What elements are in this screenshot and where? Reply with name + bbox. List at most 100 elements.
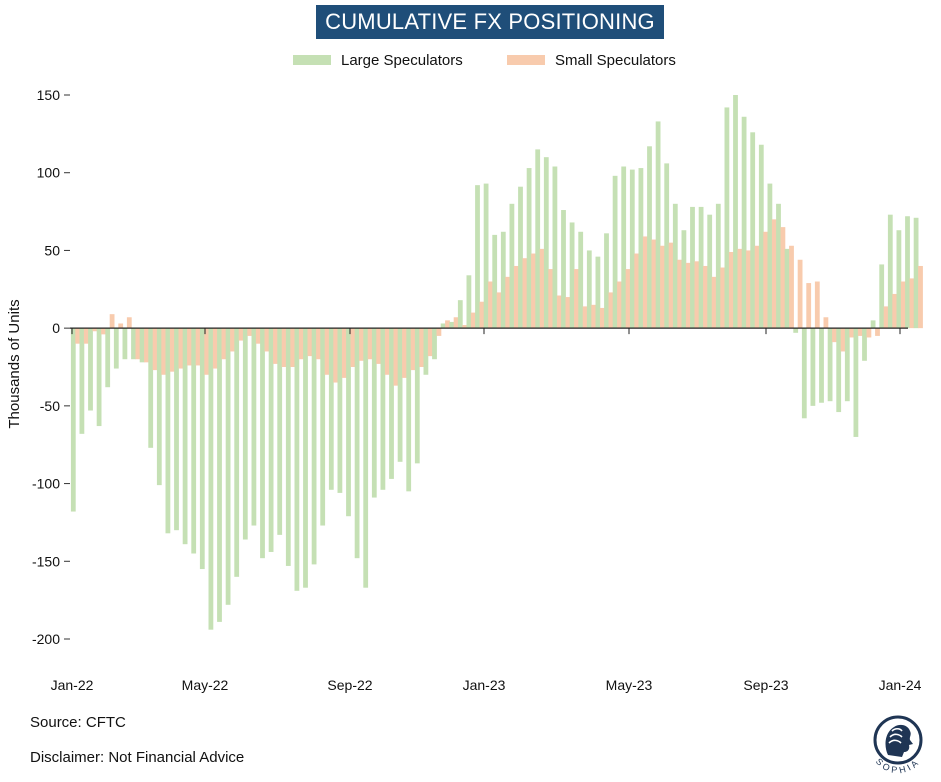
bar-small-speculators	[445, 320, 450, 329]
bar-small-speculators	[101, 328, 106, 335]
bar-large-speculators	[268, 328, 274, 552]
bar-small-speculators	[849, 328, 855, 338]
y-tick-label: 150	[37, 87, 61, 103]
bar-small-speculators	[617, 281, 622, 329]
bar-small-speculators	[857, 328, 863, 336]
bar-small-speculators	[316, 328, 321, 360]
sophia-head-logo-icon: SOPHIA	[873, 715, 923, 775]
bar-small-speculators	[195, 328, 201, 366]
bar-small-speculators	[281, 328, 287, 367]
bar-small-speculators	[642, 236, 648, 329]
bar-large-speculators	[208, 328, 214, 630]
bar-large-speculators	[242, 328, 248, 540]
bar-large-speculators	[483, 183, 489, 329]
bar-large-speculators	[862, 328, 867, 361]
bar-small-speculators	[187, 328, 192, 366]
legend-swatch-large	[293, 55, 331, 65]
bar-small-speculators	[118, 323, 124, 329]
bar-small-speculators	[780, 227, 786, 329]
bar-large-speculators	[896, 230, 902, 329]
bar-small-speculators	[677, 259, 683, 329]
bar-small-speculators	[479, 301, 485, 329]
x-tick-label: Jan-23	[463, 677, 506, 693]
bar-small-speculators	[152, 328, 158, 371]
bar-large-speculators	[844, 328, 850, 402]
bar-small-speculators	[75, 328, 81, 344]
bar-large-speculators	[819, 328, 824, 403]
bar-large-speculators	[466, 275, 472, 329]
bar-small-speculators	[359, 328, 364, 361]
bar-large-speculators	[664, 163, 670, 329]
bar-large-speculators	[672, 203, 678, 329]
bar-small-speculators	[367, 328, 373, 360]
bar-large-speculators	[389, 328, 394, 479]
x-tick-label: Sep-23	[743, 677, 788, 693]
bar-large-speculators	[586, 250, 592, 329]
bar-large-speculators	[217, 328, 222, 622]
bar-large-speculators	[260, 328, 265, 559]
bar-small-speculators	[909, 278, 915, 329]
bar-large-speculators	[879, 264, 885, 329]
bar-large-speculators	[724, 107, 730, 329]
bar-small-speculators	[419, 328, 425, 367]
bar-large-speculators	[285, 328, 291, 566]
bar-large-speculators	[776, 203, 781, 329]
bar-small-speculators	[513, 265, 519, 329]
bar-small-speculators	[823, 317, 829, 329]
x-tick-label: Jan-22	[51, 677, 94, 693]
y-tick-label: 100	[37, 165, 61, 181]
bar-large-speculators	[457, 300, 463, 329]
bar-small-speculators	[754, 245, 760, 329]
bar-large-speculators	[629, 169, 635, 329]
bar-large-speculators	[475, 185, 480, 329]
bar-large-speculators	[733, 95, 738, 329]
bar-large-speculators	[191, 328, 197, 554]
bar-large-speculators	[423, 328, 429, 375]
bar-small-speculators	[789, 245, 794, 329]
x-tick-label: May-23	[606, 677, 653, 693]
bar-small-speculators	[814, 281, 820, 329]
bar-small-speculators	[763, 231, 769, 329]
bar-small-speculators	[582, 306, 588, 329]
legend-item-large-speculators: Large Speculators	[293, 50, 463, 70]
bar-large-speculators	[784, 248, 790, 329]
bar-small-speculators	[651, 239, 657, 329]
bar-large-speculators	[234, 328, 240, 577]
bar-small-speculators	[531, 253, 536, 329]
bar-small-speculators	[660, 245, 665, 329]
x-tick-label: May-22	[182, 677, 229, 693]
bar-small-speculators	[324, 328, 330, 375]
bar-small-speculators	[92, 328, 98, 332]
bar-large-speculators	[406, 328, 412, 492]
bar-small-speculators	[608, 292, 614, 329]
bar-small-speculators	[212, 328, 218, 369]
bar-large-speculators	[294, 328, 300, 591]
legend-label-small: Small Speculators	[555, 51, 676, 69]
bar-large-speculators	[543, 157, 549, 329]
bar-large-speculators	[647, 146, 652, 329]
bar-small-speculators	[427, 328, 433, 357]
bar-small-speculators	[840, 328, 846, 352]
bar-large-speculators	[595, 256, 601, 329]
bar-large-speculators	[79, 328, 85, 434]
bar-small-speculators	[522, 258, 528, 329]
bar-small-speculators	[161, 328, 167, 375]
bar-large-speculators	[681, 230, 687, 329]
bar-large-speculators	[741, 116, 747, 329]
bar-large-speculators	[827, 328, 833, 402]
bar-large-speculators	[905, 216, 910, 329]
bar-large-speculators	[432, 328, 437, 360]
bar-large-speculators	[449, 321, 455, 329]
bar-small-speculators	[883, 306, 889, 329]
bar-large-speculators	[870, 320, 876, 329]
bar-large-speculators	[320, 328, 326, 526]
bar-small-speculators	[144, 328, 149, 363]
bar-small-speculators	[83, 328, 89, 344]
bar-large-speculators	[113, 328, 119, 369]
legend: Large Speculators Small Speculators	[0, 50, 941, 70]
bar-small-speculators	[737, 248, 743, 329]
bar-small-speculators	[918, 265, 923, 329]
bar-small-speculators	[230, 328, 235, 352]
bar-large-speculators	[414, 328, 420, 464]
source-text: Source: CFTC	[30, 714, 126, 731]
